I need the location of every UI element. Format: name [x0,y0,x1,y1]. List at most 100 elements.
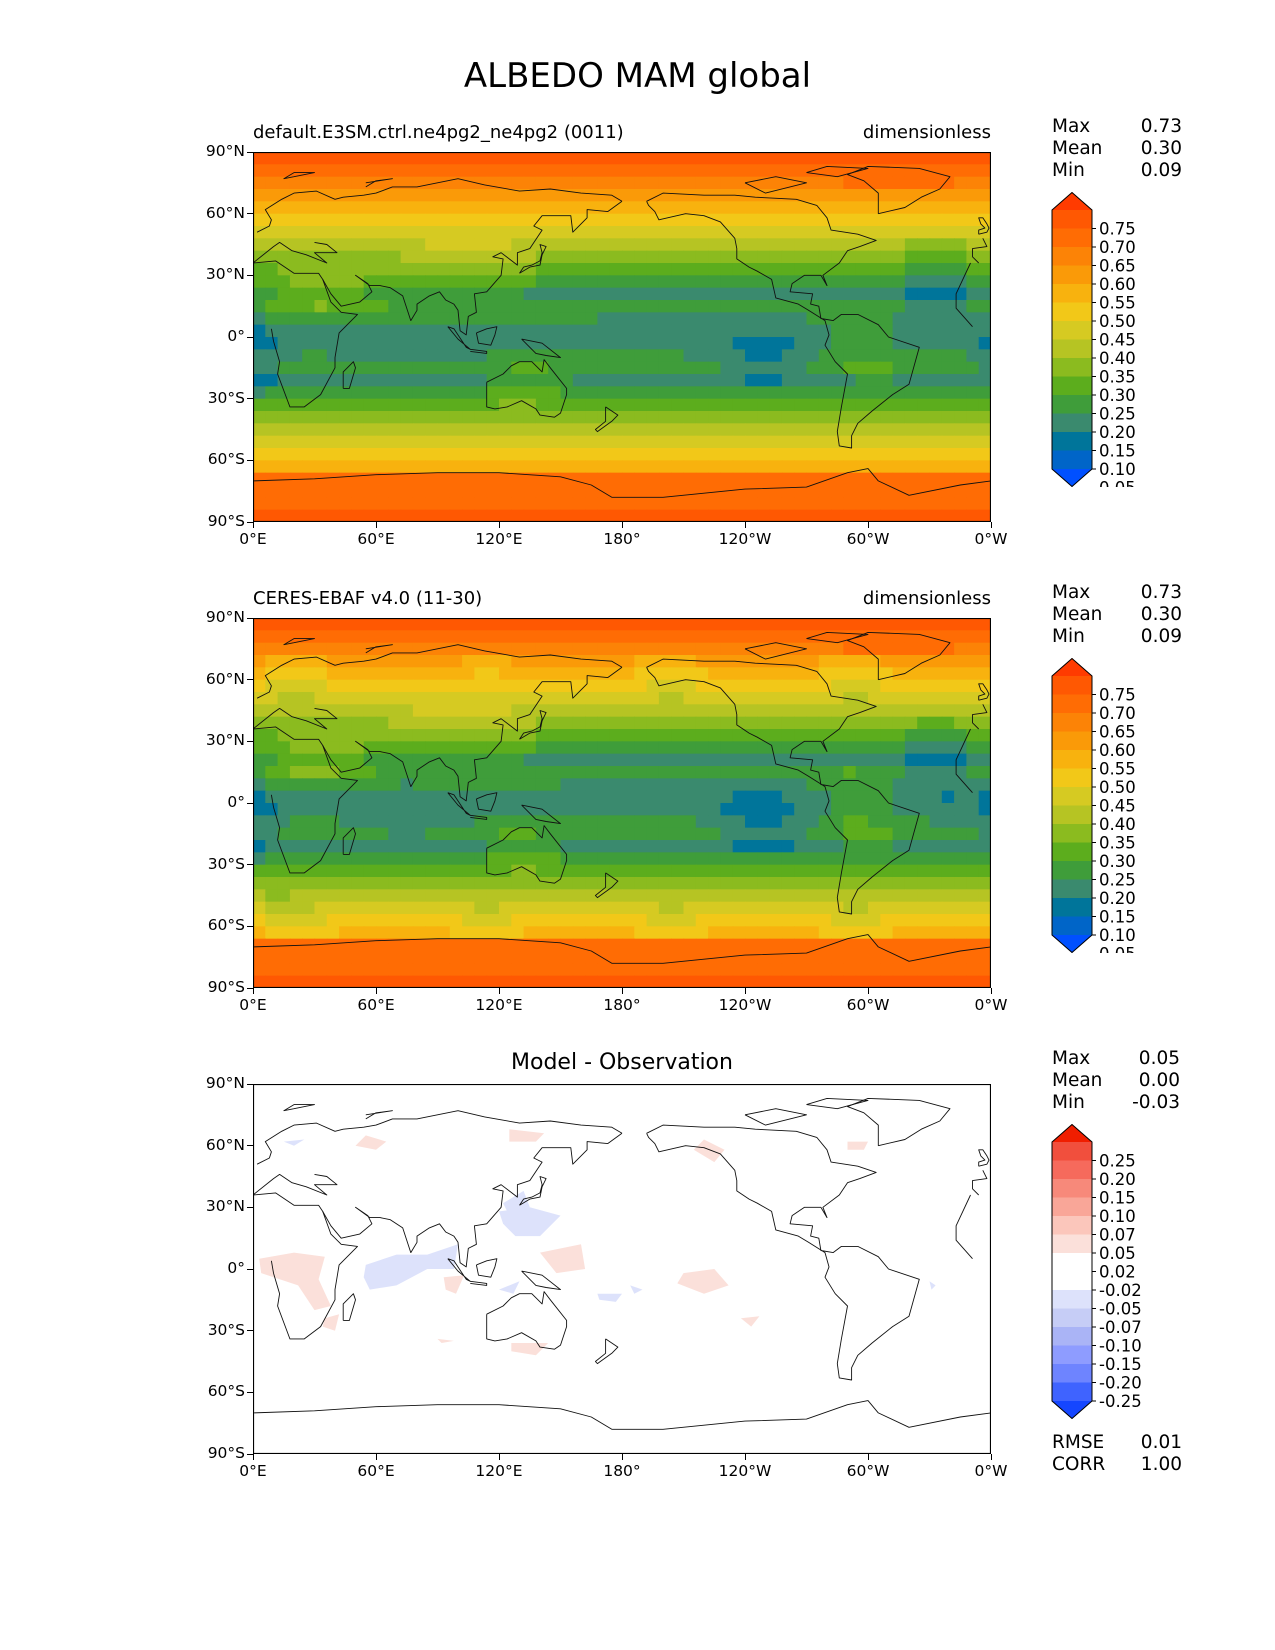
albedo-cell [720,938,734,952]
albedo-cell [474,914,488,927]
albedo-cell [843,411,857,424]
albedo-cell [720,152,734,165]
albedo-cell [855,704,869,718]
albedo-cell [769,889,783,903]
albedo-cell [904,729,918,742]
albedo-cell [708,435,721,449]
albedo-cell [818,349,832,363]
albedo-cell [966,852,980,866]
albedo-cell [929,618,943,631]
albedo-cell [265,618,279,631]
albedo-cell [880,435,894,449]
albedo-cell [339,803,352,816]
albedo-cell [326,914,340,927]
albedo-cell [314,497,328,511]
albedo-cell [892,975,906,988]
albedo-cell [658,914,672,927]
stat-mean: Mean 0.00 [1052,1070,1180,1091]
albedo-cell [708,263,721,276]
albedo-cell [622,642,635,656]
albedo-cell [560,337,574,350]
albedo-cell [585,827,598,841]
albedo-cell [917,692,931,705]
albedo-cell [917,803,931,816]
albedo-cell [831,312,844,326]
albedo-cell [314,460,328,474]
albedo-cell [904,618,918,631]
albedo-cell [892,655,906,668]
albedo-cell [511,642,525,656]
albedo-cell [868,386,881,400]
albedo-cell [646,300,660,313]
albedo-cell [486,852,500,866]
albedo-cell [720,753,734,767]
albedo-cell [708,827,721,841]
albedo-cell [941,374,955,387]
albedo-cell [535,815,549,829]
albedo-cell [314,152,328,165]
albedo-cell [388,411,402,424]
albedo-cell [277,300,291,313]
stat-mean: Mean 0.30 [1052,138,1182,159]
albedo-cell [609,435,623,449]
albedo-cell [941,250,955,264]
albedo-cell [412,914,426,927]
stat-min: Min 0.09 [1052,160,1182,181]
albedo-cell [880,975,894,988]
albedo-cell [781,778,795,792]
albedo-cell [892,448,906,461]
albedo-cell [339,618,352,631]
albedo-cell [929,485,943,498]
albedo-cell [695,877,709,890]
albedo-cell [339,716,352,730]
albedo-cell [314,411,328,424]
albedo-cell [449,361,463,375]
albedo-cell [929,250,943,264]
albedo-cell [302,766,316,779]
albedo-cell [904,692,918,705]
albedo-cell [671,889,685,903]
colorbar-label: 0.02 [1099,1263,1136,1282]
x-tick-label: 120°E [475,996,523,1014]
albedo-cell [831,374,844,387]
albedo-cell [634,226,648,239]
albedo-cell [781,287,795,301]
albedo-cell [560,435,574,449]
panel-3-stats: Max 0.05 Mean 0.00 Min -0.03 [1052,1048,1180,1114]
albedo-cell [388,618,402,631]
albedo-cell [769,435,783,449]
albedo-cell [609,189,623,202]
albedo-cell [917,840,931,853]
albedo-cell [843,790,857,804]
albedo-cell [412,790,426,804]
albedo-cell [412,312,426,326]
albedo-cell [941,349,955,363]
albedo-cell [806,448,820,461]
albedo-cell [941,509,955,522]
albedo-cell [868,667,881,681]
albedo-cell [585,349,598,363]
albedo-cell [339,152,352,165]
albedo-cell [474,176,488,190]
albedo-cell [708,349,721,363]
albedo-cell [363,852,377,866]
albedo-cell [720,423,734,437]
albedo-cell [560,226,574,239]
x-tick-mark [375,522,377,528]
albedo-cell [880,497,894,511]
albedo-cell [253,790,266,804]
albedo-cell [314,361,328,375]
albedo-cell [437,704,451,718]
albedo-cell [265,460,279,474]
albedo-cell [941,741,955,755]
albedo-cell [462,398,475,412]
albedo-cell [326,287,340,301]
albedo-cell [277,411,291,424]
albedo-cell [868,324,881,338]
albedo-cell [265,827,279,841]
albedo-cell [437,716,451,730]
albedo-cell [929,374,943,387]
albedo-cell [425,152,439,165]
albedo-cell [720,692,734,705]
albedo-cell [646,889,660,903]
